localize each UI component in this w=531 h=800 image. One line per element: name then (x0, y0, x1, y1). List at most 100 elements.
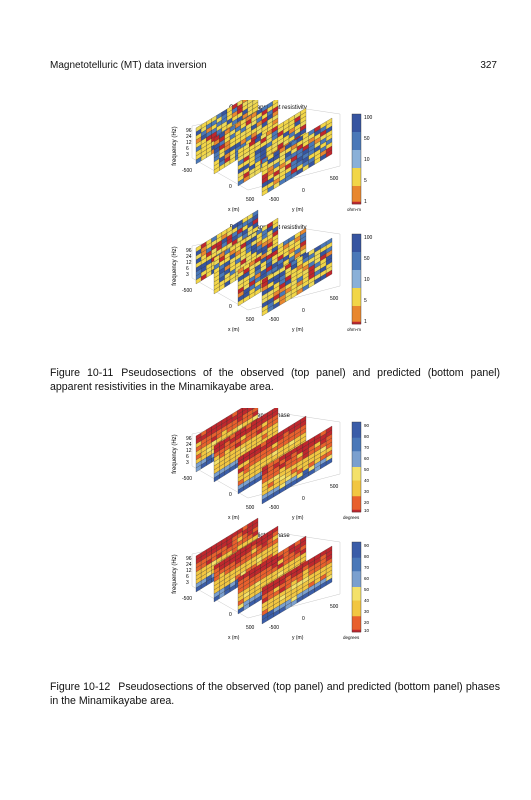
z-tick: 96 (186, 128, 192, 134)
page-number: 327 (480, 60, 497, 71)
panel-observed-phase: Observed phase frequency (Hz) 96 24 12 6… (172, 397, 370, 521)
x-tick: 500 (246, 197, 255, 203)
colorbar-tick: 70 (364, 565, 370, 570)
figure-10-11-caption: Figure 10-11 Pseudosections of the observ… (50, 366, 500, 394)
colorbar-unit: degrees (343, 515, 360, 520)
z-axis-label: frequency (Hz) (172, 246, 178, 285)
z-tick: 3 (186, 152, 189, 158)
colorbar-unit: ohm-m (347, 207, 361, 212)
x-axis-label: x (m) (228, 635, 240, 641)
y-tick: -500 (269, 625, 279, 631)
y-tick: 0 (302, 496, 305, 502)
caption-number: Figure 10-11 (50, 367, 114, 379)
colorbar-tick: 60 (364, 576, 370, 581)
colorbar (351, 233, 362, 325)
figure-10-12-svg: Observed phase frequency (Hz) 96 24 12 6… (172, 397, 370, 641)
colorbar-tick: 50 (364, 256, 370, 262)
colorbar-tick: 20 (364, 500, 370, 505)
z-tick: 96 (186, 248, 192, 254)
colorbar-tick: 80 (364, 554, 370, 559)
y-tick: 0 (302, 616, 305, 622)
z-tick: 96 (186, 436, 192, 442)
colorbar (351, 113, 362, 205)
colorbar-tick: 10 (364, 277, 370, 283)
colorbar-tick: 1 (364, 319, 367, 325)
caption-number: Figure 10-12 (50, 681, 111, 693)
z-tick: 6 (186, 574, 189, 580)
y-axis-label: y (m) (292, 327, 304, 333)
z-tick: 6 (186, 266, 189, 272)
colorbar-tick: 90 (364, 423, 370, 428)
colorbar-tick: 40 (364, 478, 370, 483)
pseudosection-slices (191, 209, 341, 317)
x-axis-label: x (m) (228, 207, 240, 213)
z-tick: 12 (186, 448, 192, 454)
y-tick: 500 (330, 296, 339, 302)
colorbar-tick: 90 (364, 543, 370, 548)
colorbar-tick: 70 (364, 445, 370, 450)
colorbar-tick: 20 (364, 620, 370, 625)
axes-decoration: frequency (Hz) 96 24 12 6 3 -500 0 500 x… (172, 434, 339, 521)
z-tick: 6 (186, 454, 189, 460)
y-tick: 0 (302, 188, 305, 194)
colorbar-tick: 30 (364, 609, 370, 614)
colorbar-tick: 100 (364, 235, 373, 241)
colorbar-tick: 30 (364, 489, 370, 494)
y-tick: -500 (269, 505, 279, 511)
y-tick: 0 (302, 308, 305, 314)
x-axis-label: x (m) (228, 327, 240, 333)
figure-10-11: Observed apparent resistivity frequency … (0, 89, 531, 340)
panel-predicted-resistivity: Predicted apparent resistivity frequency… (172, 209, 373, 333)
figure-10-12: Observed phase frequency (Hz) 96 24 12 6… (0, 397, 531, 648)
colorbar-tick: 50 (364, 136, 370, 142)
z-tick: 3 (186, 580, 189, 586)
z-tick: 3 (186, 460, 189, 466)
colorbar-tick: 50 (364, 587, 370, 592)
z-tick: 3 (186, 272, 189, 278)
colorbar-unit: degrees (343, 635, 360, 640)
z-tick: 24 (186, 254, 192, 260)
z-tick: 12 (186, 260, 192, 266)
x-tick: 0 (229, 184, 232, 190)
colorbar-tick: 10 (364, 157, 370, 163)
x-tick: 500 (246, 317, 255, 323)
colorbar-tick: 40 (364, 598, 370, 603)
figure-10-12-caption: Figure 10-12 Pseudosections of the observ… (50, 680, 500, 708)
z-tick: 12 (186, 140, 192, 146)
panel-predicted-phase: Predicted phase frequency (Hz) 96 24 12 … (172, 517, 370, 641)
y-tick: -500 (269, 197, 279, 203)
pseudosection-slices (191, 397, 341, 505)
figure-10-11-svg: Observed apparent resistivity frequency … (172, 89, 373, 333)
y-tick: 500 (330, 176, 339, 182)
x-tick: -500 (182, 288, 192, 294)
y-axis-label: y (m) (292, 635, 304, 641)
running-title: Magnetotelluric (MT) data inversion (50, 60, 207, 71)
z-tick: 24 (186, 562, 192, 568)
x-tick: 0 (229, 612, 232, 618)
x-tick: 500 (246, 505, 255, 511)
pseudosection-slices (191, 517, 341, 625)
colorbar-tick: 50 (364, 467, 370, 472)
colorbar-tick: 10 (364, 508, 370, 513)
colorbar-tick: 5 (364, 178, 367, 184)
caption-text: Pseudosections of the observed (top pane… (50, 681, 500, 707)
colorbar-tick: 100 (364, 115, 373, 121)
x-tick: -500 (182, 596, 192, 602)
axes-decoration: frequency (Hz) 96 24 12 6 3 -500 0 500 x… (172, 126, 339, 213)
x-tick: -500 (182, 168, 192, 174)
pseudosection-slices (191, 89, 341, 197)
x-tick: 0 (229, 304, 232, 310)
z-axis-label: frequency (Hz) (172, 126, 178, 165)
panel-observed-resistivity: Observed apparent resistivity frequency … (172, 89, 373, 213)
colorbar-tick: 5 (364, 298, 367, 304)
colorbar-unit: ohm-m (347, 327, 361, 332)
x-tick: 0 (229, 492, 232, 498)
z-axis-label: frequency (Hz) (172, 554, 178, 593)
y-tick: -500 (269, 317, 279, 323)
y-axis-label: y (m) (292, 515, 304, 521)
caption-text: Pseudosections of the observed (top pane… (50, 367, 500, 393)
x-axis-label: x (m) (228, 515, 240, 521)
x-tick: 500 (246, 625, 255, 631)
colorbar (351, 421, 362, 513)
y-axis-label: y (m) (292, 207, 304, 213)
